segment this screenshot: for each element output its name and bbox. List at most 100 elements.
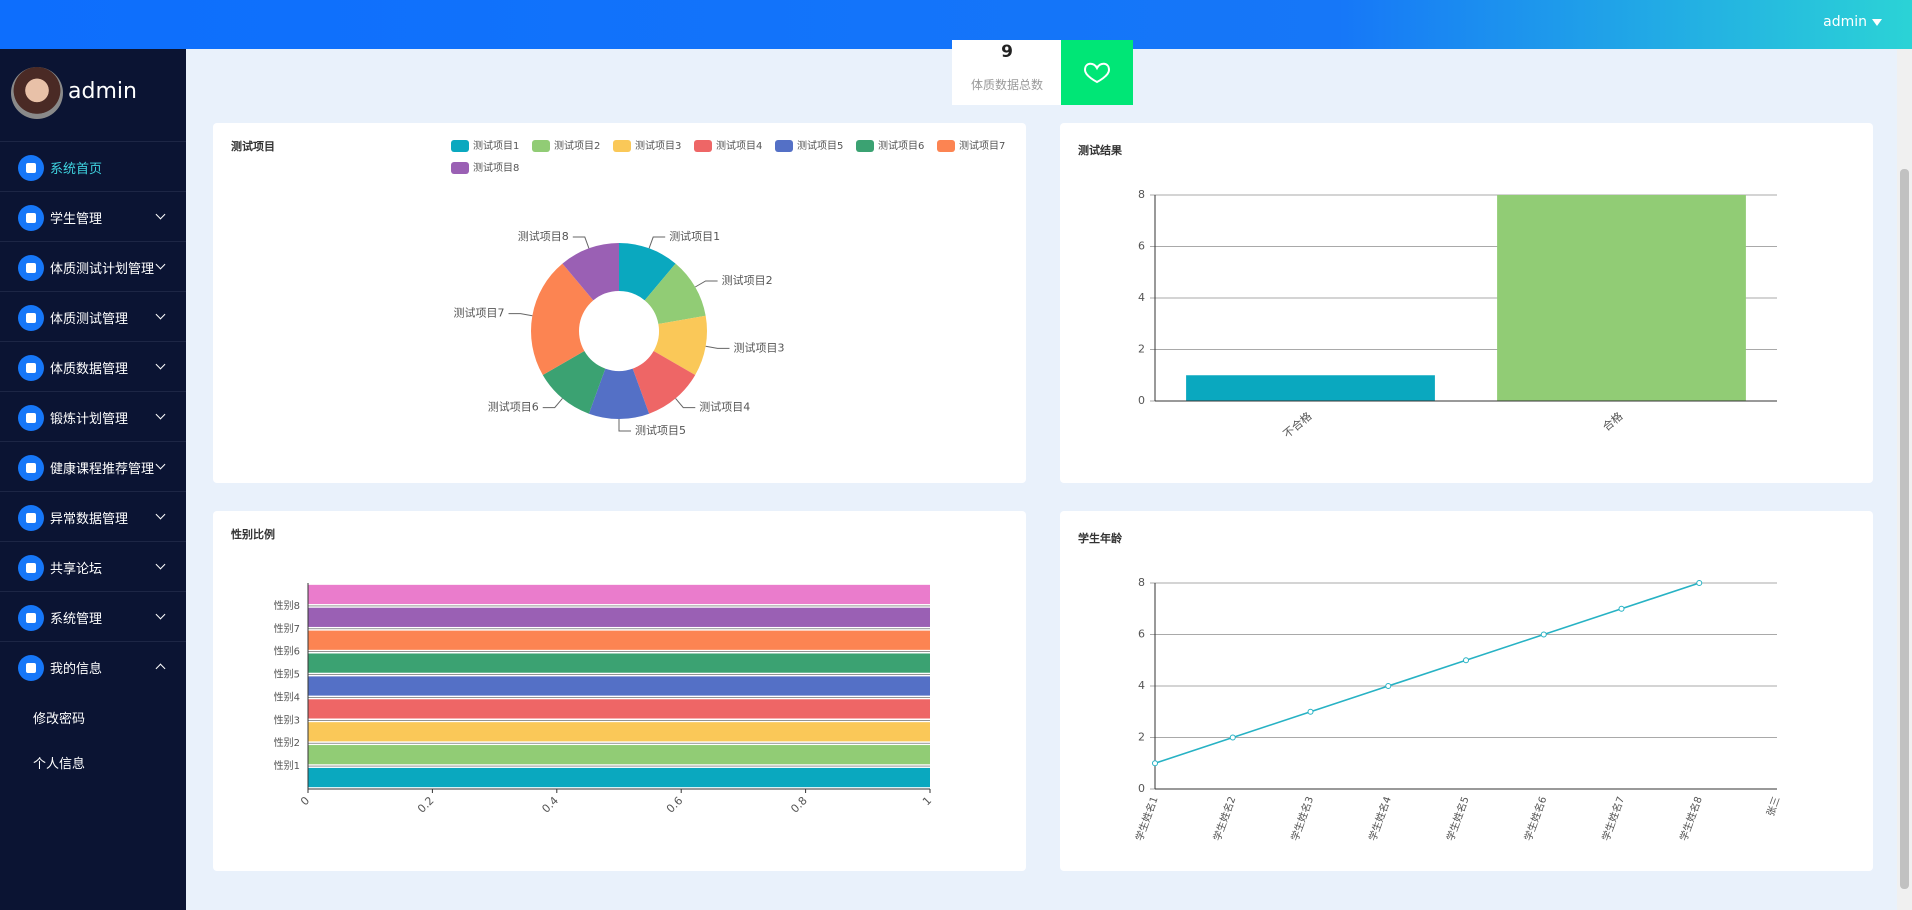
x-tick-label: 学生姓名2: [1210, 795, 1238, 843]
y-tick-label: 性别5: [274, 668, 300, 681]
chevron: [155, 359, 166, 370]
legend-label: 测试项目7: [959, 139, 1005, 152]
menu-label[interactable]: 学生管理: [50, 212, 103, 227]
menu-item[interactable]: 系统管理: [0, 591, 186, 642]
slice-label: 测试项目5: [635, 424, 686, 437]
line: [1154, 582, 1700, 765]
legend-label: 测试项目1: [473, 139, 519, 152]
y-tick-label: 4: [1138, 679, 1145, 692]
point: [1385, 683, 1392, 689]
dropdown-arrow[interactable]: [1872, 19, 1882, 26]
x-tick-label: 0.8: [788, 794, 810, 816]
sidebar: admin 系统首页 学生管理 体质测试计划管理 体质测试管理 体质数据管理 锻炼计划管理…: [0, 49, 186, 910]
x-tick-label: 1: [920, 794, 934, 808]
pie-slice: [644, 263, 706, 325]
menu-label[interactable]: 我的信息: [50, 662, 103, 677]
menu-item[interactable]: 共享论坛: [0, 541, 186, 592]
slice-label: 测试项目8: [518, 230, 569, 243]
menu-icon: [18, 205, 44, 231]
pie-slice: [653, 315, 707, 375]
scrollbar[interactable]: [1897, 49, 1912, 910]
y-tick-label: 6: [1138, 628, 1145, 641]
legend-swatch: [775, 140, 793, 152]
y-tick-label: 性别8: [274, 599, 300, 612]
y-tick-label: 性别4: [274, 690, 300, 703]
slice-label: 测试项目4: [699, 401, 750, 414]
label-line: [618, 419, 631, 432]
chart-title: 测试结果: [1078, 143, 1122, 157]
chevron: [155, 259, 166, 270]
x-tick-label: 学生姓名5: [1444, 795, 1472, 843]
menu-item[interactable]: 异常数据管理: [0, 491, 186, 542]
menu-label[interactable]: 异常数据管理: [50, 512, 129, 527]
user-menu[interactable]: admin: [1823, 14, 1867, 30]
menu-item[interactable]: 健康课程推荐管理: [0, 441, 186, 492]
pie-slice: [531, 263, 594, 375]
bar: [1497, 195, 1746, 401]
menu-icon: [18, 405, 44, 431]
submenu-item[interactable]: 个人信息: [33, 757, 86, 772]
label-line: [705, 345, 730, 349]
y-tick-label: 性别7: [274, 622, 300, 635]
bar: [1186, 375, 1435, 401]
menu-label[interactable]: 体质测试计划管理: [50, 262, 155, 277]
menu-item[interactable]: 体质测试计划管理: [0, 241, 186, 292]
chevron: [155, 509, 166, 520]
x-tick-label: 0: [298, 794, 312, 808]
point: [1540, 631, 1547, 638]
label-line: [542, 398, 563, 409]
legend-swatch: [451, 140, 469, 152]
chevron: [155, 663, 166, 674]
bar: [308, 630, 930, 650]
y-tick-label: 性别1: [274, 759, 300, 772]
menu-item[interactable]: 锻炼计划管理: [0, 391, 186, 442]
menu-icon: [18, 305, 44, 331]
point: [1696, 580, 1703, 586]
pie-slice: [542, 351, 606, 414]
y-tick-label: 性别6: [274, 645, 300, 658]
chevron: [155, 459, 166, 470]
x-tick-label: 0.4: [539, 794, 561, 816]
bar: [308, 653, 930, 673]
stat-card: 9 体质数据总数: [952, 40, 1062, 105]
chart-title: 测试项目: [231, 139, 275, 153]
x-tick-label: 0.6: [664, 794, 686, 816]
scroll-thumb[interactable]: [1900, 169, 1909, 889]
y-tick-label: 8: [1138, 188, 1145, 201]
pie-slice: [632, 351, 696, 414]
stat-label: 体质数据总数: [970, 78, 1043, 92]
slice-label: 测试项目7: [454, 307, 505, 320]
menu-label[interactable]: 系统首页: [50, 162, 103, 177]
point: [1463, 657, 1469, 664]
menu-icon: [18, 255, 44, 281]
menu-label[interactable]: 健康课程推荐管理: [50, 462, 155, 477]
label-line: [572, 236, 590, 249]
menu-label[interactable]: 共享论坛: [50, 562, 103, 577]
x-tick-label: 学生姓名3: [1288, 795, 1316, 843]
point: [1307, 708, 1314, 715]
menu-label[interactable]: 体质测试管理: [50, 312, 129, 327]
heart-icon: [1083, 62, 1111, 84]
menu-label[interactable]: 锻炼计划管理: [50, 412, 129, 427]
slice-label: 测试项目6: [488, 401, 539, 414]
menu-item[interactable]: 学生管理: [0, 191, 186, 242]
menu-label[interactable]: 系统管理: [50, 612, 103, 627]
legend-swatch: [451, 162, 469, 174]
menu-item[interactable]: 体质数据管理: [0, 341, 186, 392]
bar: [308, 676, 930, 696]
x-tick-label: 不合格: [1280, 409, 1314, 441]
menu-item[interactable]: 系统首页: [0, 141, 186, 192]
pie-slice: [619, 243, 676, 301]
menu-icon: [18, 605, 44, 631]
submenu-item[interactable]: 修改密码: [33, 712, 86, 727]
pie-slice: [588, 368, 650, 419]
menu-label[interactable]: 体质数据管理: [50, 362, 129, 377]
chevron: [155, 209, 166, 220]
y-tick-label: 0: [1138, 394, 1145, 407]
menu-icon: [18, 655, 44, 681]
menu-item[interactable]: 我的信息: [0, 641, 186, 692]
label-line: [694, 280, 718, 288]
bar: [308, 722, 930, 742]
menu-item[interactable]: 体质测试管理: [0, 291, 186, 342]
